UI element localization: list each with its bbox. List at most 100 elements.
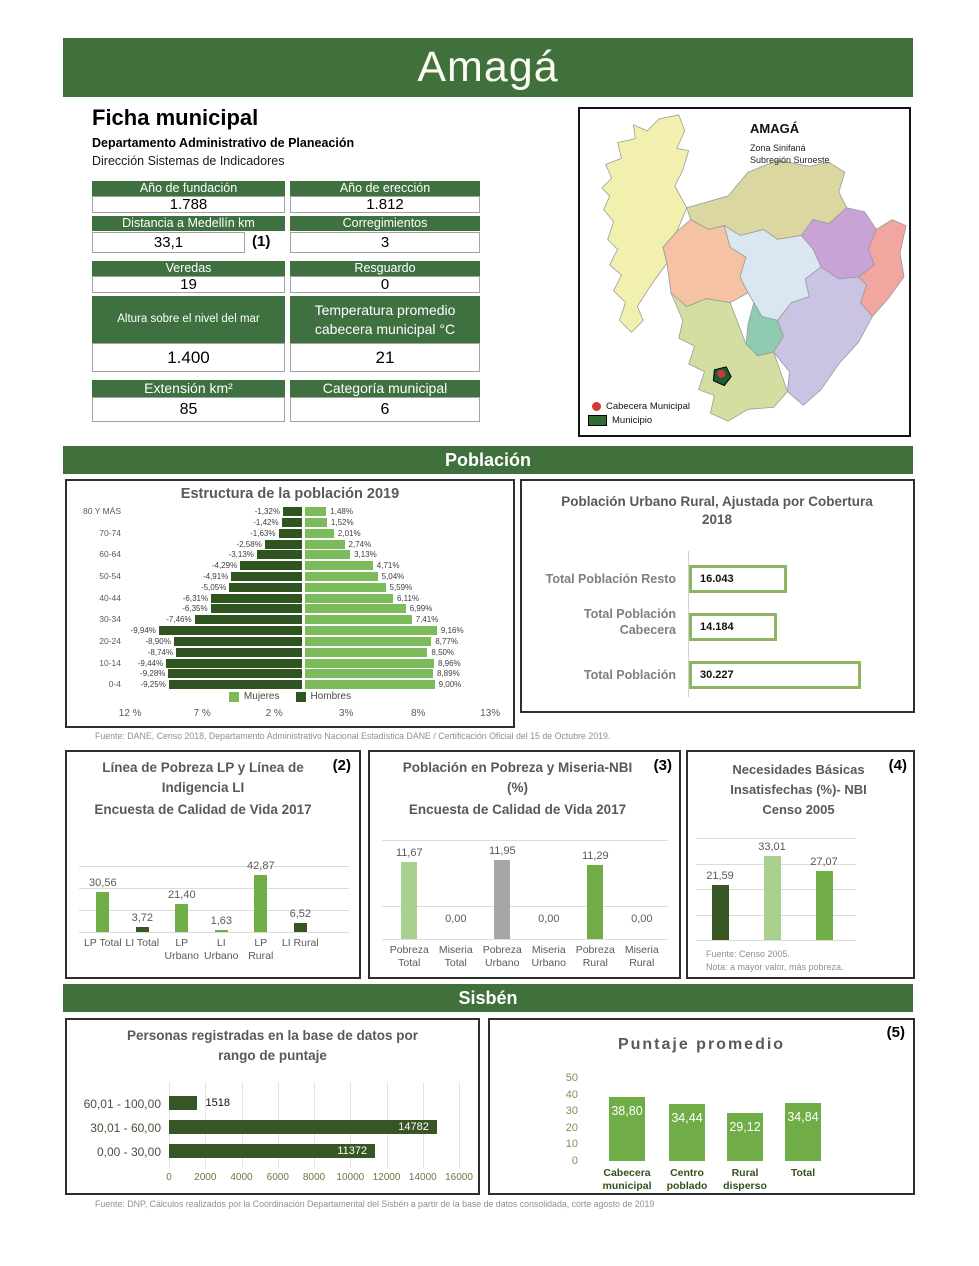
source-sisben: Fuente: DNP, Cálculos realizados por la … bbox=[95, 1199, 655, 1209]
bar-category-label: Miseria Total bbox=[438, 944, 473, 970]
bar-category-label: Pobreza Total bbox=[389, 944, 429, 970]
bar bbox=[293, 923, 307, 932]
pyramid-legend-hombres: Hombres bbox=[295, 691, 352, 702]
mujeres-bar bbox=[305, 582, 386, 592]
mujeres-bar bbox=[305, 647, 428, 657]
age-group-label: 0-4 bbox=[108, 679, 121, 690]
ficha-subtitle-departamento: Departamento Administrativo de Planeació… bbox=[92, 136, 355, 150]
info-label-extension: Extensión km² bbox=[92, 380, 285, 397]
mujeres-value-label: 8,96% bbox=[438, 658, 461, 668]
bar-category-label: Pobreza Rural bbox=[575, 944, 615, 970]
bar-category-label: Cabecera municipal bbox=[602, 1167, 652, 1193]
lp-li-panel: (2) Línea de Pobreza LP y Línea de Indig… bbox=[65, 750, 361, 979]
x-axis-tick-label: 2 % bbox=[265, 708, 283, 719]
bar-value-label: 0,00 bbox=[631, 913, 653, 925]
mujeres-bar bbox=[305, 561, 373, 571]
nbi-censo-title-line2: Insatisfechas (%)- NBI bbox=[730, 782, 867, 797]
ficha-title: Ficha municipal bbox=[92, 105, 259, 130]
x-axis-tick-label: 6000 bbox=[266, 1172, 289, 1183]
mujeres-value-label: 4,71% bbox=[376, 561, 400, 571]
hombres-bar bbox=[264, 539, 302, 549]
bar bbox=[214, 929, 228, 932]
age-group-label: 10-14 bbox=[99, 657, 121, 668]
y-axis-tick-label: 50 bbox=[565, 1072, 578, 1084]
map-cabecera-dot bbox=[717, 369, 726, 378]
section-banner-poblacion: Población bbox=[63, 446, 913, 474]
mujeres-value-label: 7,41% bbox=[415, 615, 439, 625]
nbi-censo-footnote-2: Nota: a mayor valor, más pobreza. bbox=[706, 962, 844, 972]
hombres-value-label: -6,31% bbox=[182, 593, 209, 603]
mujeres-value-label: 1,48% bbox=[330, 507, 353, 516]
mujeres-bar bbox=[305, 604, 406, 614]
bar bbox=[169, 1120, 437, 1134]
map-legend-cabecera-label: Cabecera Municipal bbox=[606, 401, 690, 412]
bar-category-label: LP Total bbox=[83, 937, 122, 949]
age-group-label: 40-44 bbox=[99, 592, 121, 603]
bar bbox=[96, 891, 110, 932]
map-region-suroeste bbox=[670, 292, 788, 422]
gridline bbox=[696, 838, 856, 839]
info-value-resguardo: 0 bbox=[290, 276, 480, 293]
hombres-value-label: -1,63% bbox=[250, 528, 276, 538]
age-group-label: 80 Y MÁS bbox=[83, 506, 121, 516]
mujeres-bar bbox=[305, 593, 393, 603]
mujeres-bar bbox=[305, 669, 433, 679]
x-axis-tick-label: 0 bbox=[166, 1172, 172, 1183]
pyramid-title: Estructura de la población 2019 bbox=[180, 486, 400, 502]
age-group-label: 20-24 bbox=[99, 635, 121, 646]
hombres-bar bbox=[166, 658, 302, 668]
x-axis-tick-label: 8% bbox=[410, 708, 426, 719]
bar-value-label: 0,00 bbox=[445, 913, 467, 925]
y-axis-tick-label: 0 bbox=[571, 1155, 578, 1167]
bar-category-label: Pobreza Urbano bbox=[482, 944, 522, 970]
chart-marker-3: (3) bbox=[653, 757, 672, 774]
bar-value-label: 27,07 bbox=[810, 856, 838, 868]
y-axis-tick-label: 20 bbox=[565, 1121, 578, 1134]
puntaje-promedio-plot-area: 0 10 20 30 40 50 38,80 Cabecera municipal 34,44 C… bbox=[490, 1020, 913, 1193]
mujeres-bar bbox=[305, 636, 432, 646]
bar-value-label: 21,40 bbox=[168, 888, 196, 901]
info-value-temperatura: 21 bbox=[290, 343, 480, 372]
bar-category-label: LI Rural bbox=[281, 937, 319, 949]
hombres-value-label: -1,42% bbox=[253, 517, 279, 527]
chart-marker-4: (4) bbox=[888, 757, 907, 774]
bar-category-label: LI Total bbox=[125, 937, 160, 949]
chart-marker-2: (2) bbox=[332, 757, 351, 774]
hombres-value-label: -7,46% bbox=[166, 615, 192, 625]
hombres-bar bbox=[176, 647, 302, 657]
hombres-value-label: -2,58% bbox=[236, 539, 262, 549]
mujeres-bar bbox=[305, 517, 327, 527]
x-axis-tick-label: 8000 bbox=[302, 1172, 326, 1183]
category-label: 0,00 - 30,00 bbox=[96, 1145, 161, 1159]
hombres-bar bbox=[168, 680, 302, 690]
hombres-bar bbox=[194, 615, 302, 625]
footnote-marker-1: (1) bbox=[252, 233, 271, 250]
bar-value-label: 21,59 bbox=[706, 869, 734, 882]
info-value-corregimientos: 3 bbox=[290, 232, 480, 253]
bar-category-label: LP Urbano bbox=[164, 937, 199, 963]
x-axis-tick-label: 2000 bbox=[194, 1172, 217, 1183]
hombres-value-label: -8,74% bbox=[147, 647, 174, 657]
bar-category-label: Total bbox=[790, 1167, 816, 1179]
nbi-censo-footnote-1: Fuente: Censo 2005. bbox=[706, 949, 791, 959]
x-axis-tick-label: 14000 bbox=[408, 1172, 437, 1183]
pyramid-x-axis: 12 % 7 % 2 % 3% 8% 13% bbox=[67, 708, 513, 722]
bar-value-label: 6,52 bbox=[289, 908, 311, 921]
gridline bbox=[696, 940, 856, 941]
chart-marker-5: (5) bbox=[886, 1024, 905, 1041]
pobreza-miseria-plot-area: 11,67 Pobreza Total 0,00 Miseria Total 11,95… bbox=[370, 752, 679, 977]
mujeres-bar bbox=[305, 528, 334, 538]
category-label: 60,01 - 100,00 bbox=[83, 1097, 161, 1111]
bar-value-label: 30,56 bbox=[89, 876, 117, 889]
map-region-uraba bbox=[601, 114, 690, 333]
bar bbox=[763, 855, 781, 940]
legend-label-hombres: Hombres bbox=[310, 691, 352, 702]
x-axis-tick-label: 12 % bbox=[118, 708, 142, 719]
bar bbox=[254, 875, 268, 932]
pyramid-legend-mujeres: Mujeres bbox=[228, 691, 280, 702]
bar-category-label: LP Rural bbox=[248, 937, 274, 963]
mujeres-value-label: 5,59% bbox=[389, 582, 413, 592]
category-label: Total Población Cabecera bbox=[583, 607, 676, 638]
value-box: 16.043 bbox=[689, 565, 787, 593]
